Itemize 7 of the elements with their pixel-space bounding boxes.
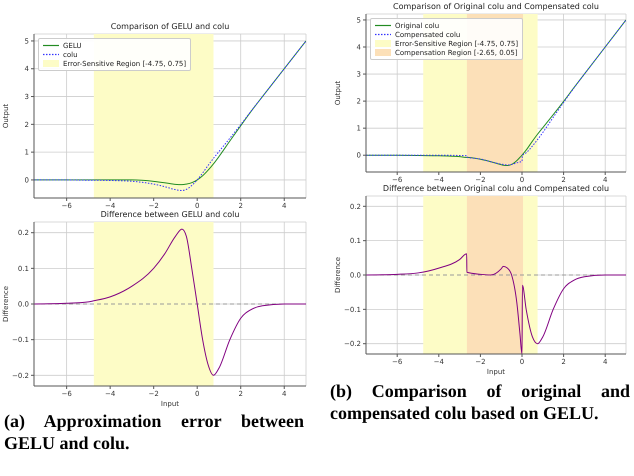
text: (b) Comparison of original and compensated colu based on GELU. — [330, 380, 630, 424]
line-series — [34, 228, 306, 376]
text: (a) Approximation error between GELU and colu. — [4, 410, 304, 454]
chart-title: Difference between GELU and colu — [100, 210, 240, 219]
chart-title: Difference between Original colu and Compensated colu — [382, 184, 610, 193]
chart-title: Comparison of GELU and colu — [110, 22, 230, 31]
chart-title: Comparison of Original colu and Compensated colu — [392, 2, 600, 11]
